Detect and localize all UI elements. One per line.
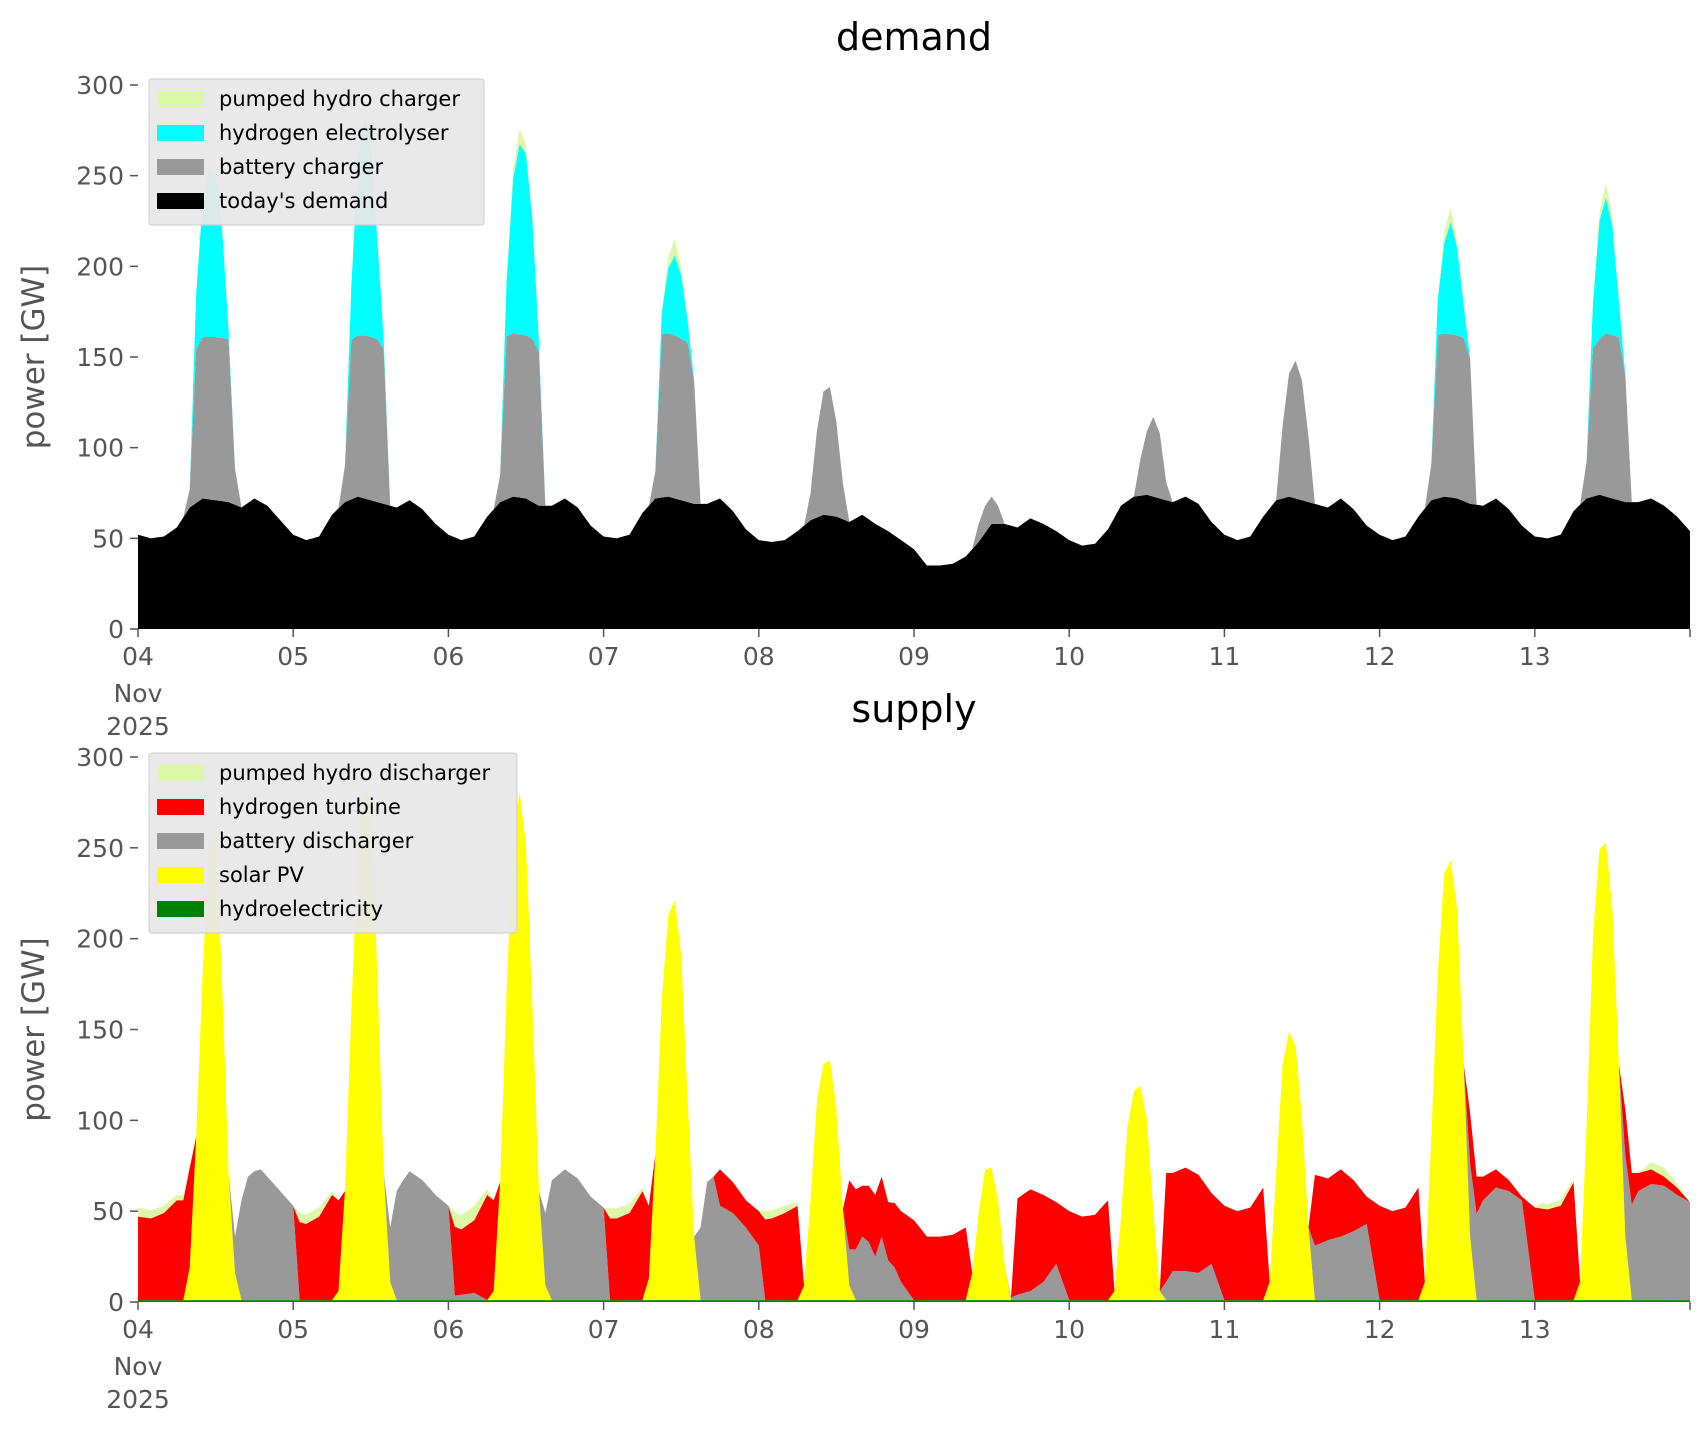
x-tick-label: 12 [1364, 642, 1396, 671]
y-axis-label: power [GW] [16, 937, 52, 1122]
legend-label: hydroelectricity [219, 897, 383, 921]
legend-swatch [157, 799, 204, 815]
chart-title: supply [851, 687, 976, 731]
legend-label: pumped hydro discharger [219, 761, 490, 785]
x-tick-label: 05 [277, 642, 309, 671]
y-tick-label: 200 [76, 252, 124, 281]
y-tick-label: 150 [76, 343, 124, 372]
y-tick-label: 100 [76, 1106, 124, 1135]
legend-swatch [157, 91, 204, 107]
x-tick-label: 10 [1053, 642, 1085, 671]
legend-swatch [157, 159, 204, 175]
legend-swatch [157, 901, 204, 917]
legend-label: battery charger [219, 155, 384, 179]
x-tick-sublabel: 2025 [106, 712, 170, 741]
x-tick-label: 07 [588, 642, 620, 671]
chart-title: demand [836, 15, 992, 59]
y-tick-label: 200 [76, 925, 124, 954]
x-tick-sublabel: 2025 [106, 1385, 170, 1414]
y-tick-label: 300 [76, 743, 124, 772]
legend-label: hydrogen electrolyser [219, 121, 449, 145]
legend-swatch [157, 833, 204, 849]
y-tick-label: 150 [76, 1016, 124, 1045]
x-tick-label: 11 [1208, 642, 1240, 671]
x-tick-sublabel: Nov [114, 679, 163, 708]
legend: pumped hydro discharger hydrogen turbine b… [148, 752, 518, 934]
y-tick-label: 250 [76, 834, 124, 863]
x-tick-label: 08 [743, 642, 775, 671]
x-tick-label: 09 [898, 1315, 930, 1344]
legend-swatch [157, 765, 204, 781]
y-tick-label: 100 [76, 434, 124, 463]
x-tick-label: 05 [277, 1315, 309, 1344]
legend: pumped hydro charger hydrogen electrolyse… [148, 78, 485, 226]
area-hydrogen-electrolyser [138, 117, 1690, 566]
y-tick-label: 0 [108, 1288, 124, 1317]
area-battery-discharger [138, 782, 1690, 1301]
x-tick-label: 13 [1519, 1315, 1551, 1344]
legend-box [148, 78, 485, 226]
y-tick-label: 50 [92, 524, 124, 553]
legend-label: solar PV [219, 863, 304, 887]
legend-label: today's demand [219, 189, 388, 213]
legend-box [148, 752, 518, 934]
x-tick-label: 06 [432, 642, 464, 671]
x-tick-sublabel: Nov [114, 1352, 163, 1381]
x-tick-label: 12 [1364, 1315, 1396, 1344]
legend-label: hydrogen turbine [219, 795, 401, 819]
x-tick-label: 13 [1519, 642, 1551, 671]
x-tick-label: 07 [588, 1315, 620, 1344]
area-battery-charger [138, 333, 1690, 566]
area-today-s-demand [138, 494, 1690, 629]
area-solar-pv [138, 782, 1690, 1301]
x-tick-label: 09 [898, 642, 930, 671]
y-axis-label: power [GW] [16, 265, 52, 450]
legend-swatch [157, 125, 204, 141]
x-tick-label: 04 [122, 642, 154, 671]
x-tick-label: 06 [432, 1315, 464, 1344]
legend-label: battery discharger [219, 829, 414, 853]
legend-swatch [157, 867, 204, 883]
y-tick-label: 50 [92, 1197, 124, 1226]
x-tick-label: 10 [1053, 1315, 1085, 1344]
area-hydrogen-turbine [138, 782, 1690, 1301]
y-tick-label: 250 [76, 162, 124, 191]
y-tick-label: 0 [108, 615, 124, 644]
x-tick-label: 04 [122, 1315, 154, 1344]
x-tick-label: 08 [743, 1315, 775, 1344]
legend-swatch [157, 193, 204, 209]
x-tick-label: 11 [1208, 1315, 1240, 1344]
legend-label: pumped hydro charger [219, 87, 460, 111]
area-hydroelectricity [138, 1300, 1690, 1302]
y-tick-label: 300 [76, 71, 124, 100]
